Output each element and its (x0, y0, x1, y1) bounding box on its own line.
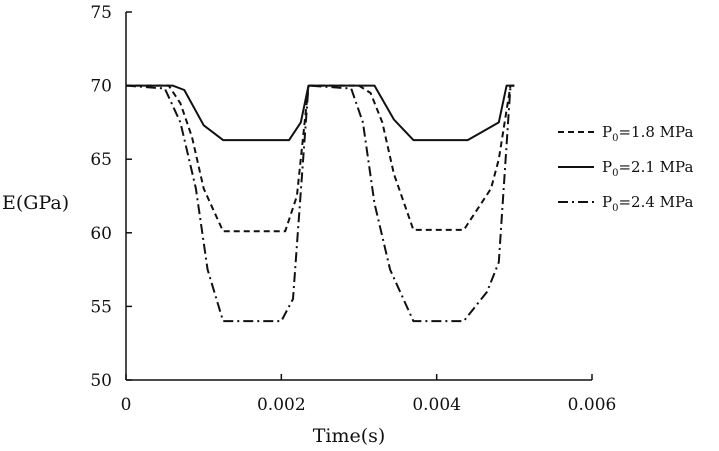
series-line-1 (126, 84, 515, 142)
y-tick-label: 55 (90, 297, 112, 317)
y-tick-label: 75 (90, 3, 112, 23)
legend-label-rest: =1.8 MPa (618, 123, 693, 141)
y-tick-label: 60 (90, 224, 112, 244)
legend-label: P0=2.1 MPa (602, 158, 693, 179)
axes (125, 12, 592, 381)
legend-label-sub: 0 (612, 133, 618, 144)
y-tick-label: 50 (90, 371, 112, 391)
y-tick-label: 65 (90, 150, 112, 170)
series-line-2 (125, 84, 515, 323)
legend-label-sub: 0 (612, 203, 618, 214)
x-tick-label: 0.002 (257, 395, 306, 415)
series-group (125, 84, 515, 323)
x-tick-label: 0.006 (568, 395, 617, 415)
x-axis-title: Time(s) (313, 425, 386, 447)
y-tick-label: 70 (90, 77, 112, 97)
legend-label-rest: =2.4 MPa (618, 193, 693, 211)
x-tick-label: 0 (121, 395, 132, 415)
legend-label-main: P (602, 193, 612, 211)
series-line-0 (126, 84, 515, 233)
legend-label-main: P (602, 158, 612, 176)
y-axis-title: E(GPa) (2, 192, 69, 214)
legend-label: P0=1.8 MPa (602, 123, 693, 144)
legend-label: P0=2.4 MPa (602, 193, 693, 214)
legend-label-main: P (602, 123, 612, 141)
y-ticks: 50 55 60 65 70 75 (90, 3, 132, 391)
legend-label-sub: 0 (612, 168, 618, 179)
x-tick-label: 0.004 (412, 395, 461, 415)
x-ticks: 0 0.002 0.004 0.006 (121, 374, 617, 415)
legend-label-rest: =2.1 MPa (618, 158, 693, 176)
